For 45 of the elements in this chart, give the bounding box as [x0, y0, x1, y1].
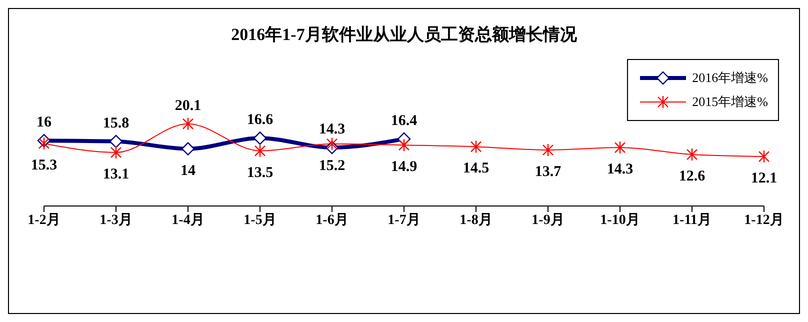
data-label: 15.2: [318, 158, 346, 174]
data-label: 16.4: [390, 112, 418, 129]
data-label: 12.6: [678, 168, 706, 184]
data-label: 15.8: [102, 115, 130, 132]
point: [38, 136, 50, 150]
point: [398, 138, 410, 152]
x-tick-label: 1-5月: [244, 212, 276, 228]
point: [253, 132, 267, 145]
point: [686, 148, 698, 162]
data-label: 13.5: [246, 164, 274, 181]
chart-title: 2016年1-7月软件业从业人员工资总额增长情况: [230, 24, 578, 46]
x-tick-label: 1-2月: [28, 212, 60, 228]
data-label: 12.1: [750, 170, 778, 187]
legend-label: 2016年增速%: [692, 69, 768, 87]
data-label: 14.3: [606, 162, 634, 178]
data-label: 14.5: [462, 160, 490, 177]
data-label: 14.3: [318, 122, 346, 138]
point: [110, 146, 122, 160]
data-label: 16.6: [246, 112, 274, 128]
x-tick-label: 1-12月: [744, 212, 784, 228]
point: [254, 144, 266, 158]
data-label: 14: [180, 162, 196, 179]
x-tick-label: 1-10月: [600, 212, 640, 228]
data-label: 14.9: [390, 159, 418, 176]
data-label: 13.1: [102, 166, 130, 182]
x-tick-label: 1-6月: [316, 212, 348, 228]
data-label: 15.3: [30, 157, 58, 174]
x-tick-label: 1-11月: [672, 212, 712, 228]
x-tick-label: 1-9月: [532, 212, 564, 228]
point: [542, 143, 554, 157]
data-label: 13.7: [534, 164, 562, 180]
point: [326, 137, 338, 150]
x-tick-label: 1-4月: [172, 212, 204, 228]
point: [181, 142, 195, 156]
point: [182, 117, 194, 130]
x-tick-label: 1-8月: [460, 212, 492, 228]
x-tick-label: 1-3月: [100, 212, 132, 228]
data-label: 16: [36, 114, 52, 131]
data-label: 20.1: [174, 98, 202, 114]
x-tick-label: 1-7月: [388, 212, 420, 228]
point: [470, 140, 482, 154]
point: [614, 140, 626, 154]
legend-label: 2015年增速%: [692, 93, 768, 111]
point: [109, 134, 123, 148]
point: [758, 150, 770, 164]
